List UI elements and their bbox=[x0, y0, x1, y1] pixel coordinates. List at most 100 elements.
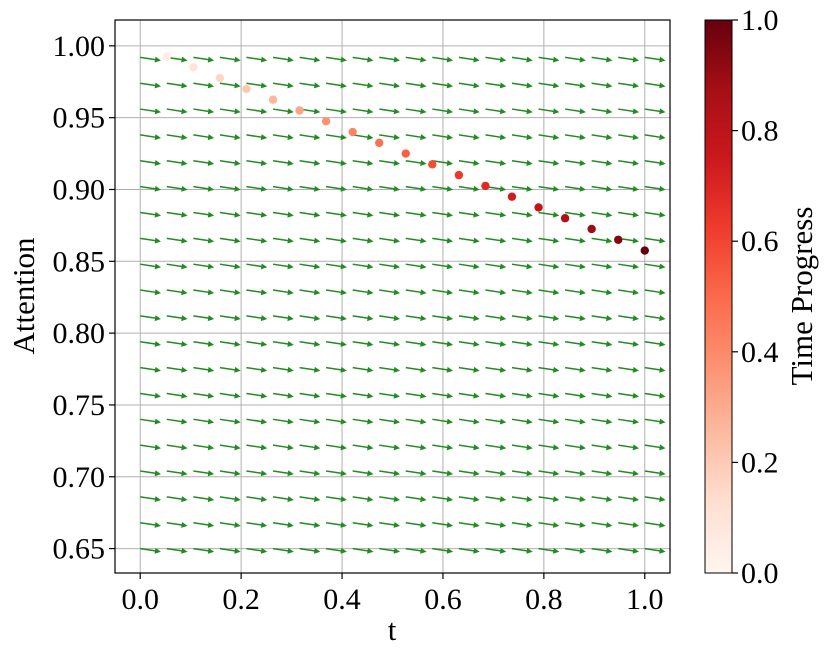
field-arrow bbox=[432, 211, 454, 218]
field-arrow bbox=[325, 134, 347, 141]
field-arrow bbox=[564, 470, 586, 477]
field-arrow bbox=[352, 160, 374, 166]
field-arrow bbox=[299, 392, 321, 399]
field-arrow bbox=[511, 185, 533, 192]
field-arrow bbox=[325, 237, 347, 244]
field-arrow bbox=[325, 392, 347, 399]
field-arrow bbox=[538, 263, 560, 270]
field-arrow bbox=[352, 237, 374, 244]
field-arrow bbox=[379, 237, 400, 244]
field-arrow bbox=[405, 547, 427, 554]
field-arrow bbox=[511, 496, 533, 503]
field-arrow bbox=[564, 160, 586, 166]
field-arrow bbox=[166, 211, 188, 218]
field-arrow bbox=[485, 444, 507, 451]
field-arrow bbox=[511, 108, 533, 115]
field-arrow bbox=[352, 470, 374, 477]
field-arrow bbox=[485, 547, 507, 554]
field-arrow bbox=[352, 496, 374, 503]
field-arrow bbox=[405, 56, 427, 63]
field-arrow bbox=[299, 341, 321, 347]
data-point bbox=[454, 170, 464, 180]
field-arrow bbox=[591, 366, 613, 373]
field-arrow bbox=[432, 418, 454, 425]
field-arrow bbox=[140, 289, 161, 296]
field-arrow bbox=[299, 263, 321, 270]
field-arrow bbox=[405, 418, 427, 425]
x-tick-label: 0.8 bbox=[525, 583, 563, 616]
colorbar bbox=[704, 19, 733, 574]
field-arrow bbox=[379, 56, 400, 63]
field-arrow bbox=[166, 289, 188, 296]
field-arrow bbox=[193, 82, 215, 89]
colorbar-ticks: 0.0 0.2 0.4 0.6 0.8 1.0 bbox=[732, 4, 779, 590]
field-arrow bbox=[644, 444, 666, 451]
field-arrow bbox=[432, 82, 454, 89]
field-arrow bbox=[458, 315, 480, 322]
field-arrow bbox=[166, 418, 188, 425]
field-arrow bbox=[618, 160, 640, 166]
y-axis-label: Attention bbox=[6, 237, 41, 355]
field-arrow bbox=[538, 108, 560, 115]
field-arrow bbox=[379, 444, 400, 451]
field-arrow bbox=[352, 56, 374, 63]
field-arrow bbox=[564, 263, 586, 270]
field-arrow bbox=[432, 470, 454, 477]
field-arrow bbox=[511, 211, 533, 218]
field-arrow bbox=[272, 341, 294, 347]
colorbar-tick-label: 0.8 bbox=[741, 115, 779, 148]
field-arrow bbox=[432, 160, 454, 166]
field-arrow bbox=[325, 263, 347, 270]
field-arrow bbox=[538, 547, 560, 554]
field-arrow bbox=[379, 547, 400, 554]
field-arrow bbox=[219, 470, 241, 477]
field-arrow bbox=[538, 366, 560, 373]
field-arrow bbox=[458, 211, 480, 218]
colorbar-tick-label: 0.2 bbox=[741, 446, 779, 479]
field-arrow bbox=[485, 82, 507, 89]
field-arrow bbox=[299, 160, 321, 166]
field-arrow bbox=[458, 185, 480, 192]
field-arrow bbox=[564, 211, 586, 218]
field-arrow bbox=[272, 547, 294, 554]
field-arrow bbox=[325, 418, 347, 425]
field-arrow bbox=[379, 341, 400, 347]
field-arrow bbox=[485, 392, 507, 399]
field-arrow bbox=[140, 496, 161, 503]
field-arrow bbox=[485, 108, 507, 115]
field-arrow bbox=[458, 160, 480, 166]
field-arrow bbox=[193, 134, 215, 141]
field-arrow bbox=[458, 82, 480, 89]
field-arrow bbox=[246, 470, 268, 477]
field-arrow bbox=[405, 185, 427, 192]
field-arrow bbox=[140, 211, 161, 218]
field-arrow bbox=[246, 418, 268, 425]
field-arrow bbox=[432, 444, 454, 451]
field-arrow bbox=[246, 56, 268, 63]
field-arrow bbox=[299, 185, 321, 192]
field-arrow bbox=[591, 521, 613, 528]
field-arrow bbox=[193, 392, 215, 399]
field-arrow bbox=[299, 134, 321, 141]
plot-frame bbox=[114, 19, 671, 574]
colorbar-tick-label: 1.0 bbox=[741, 4, 779, 37]
field-arrow bbox=[352, 547, 374, 554]
field-arrow bbox=[219, 108, 241, 115]
field-arrow bbox=[352, 82, 374, 89]
field-arrow bbox=[405, 341, 427, 347]
field-arrow bbox=[485, 521, 507, 528]
data-point bbox=[242, 84, 251, 94]
field-arrow bbox=[246, 237, 268, 244]
field-arrow bbox=[166, 237, 188, 244]
field-arrow bbox=[644, 56, 666, 63]
field-arrow bbox=[538, 315, 560, 322]
field-arrow bbox=[352, 108, 374, 115]
field-arrow bbox=[485, 470, 507, 477]
field-arrow bbox=[591, 160, 613, 166]
field-arrow bbox=[564, 82, 586, 89]
field-arrow bbox=[325, 160, 347, 166]
field-arrow bbox=[564, 496, 586, 503]
field-arrow bbox=[458, 521, 480, 528]
field-arrow bbox=[325, 315, 347, 322]
field-arrow bbox=[299, 315, 321, 322]
